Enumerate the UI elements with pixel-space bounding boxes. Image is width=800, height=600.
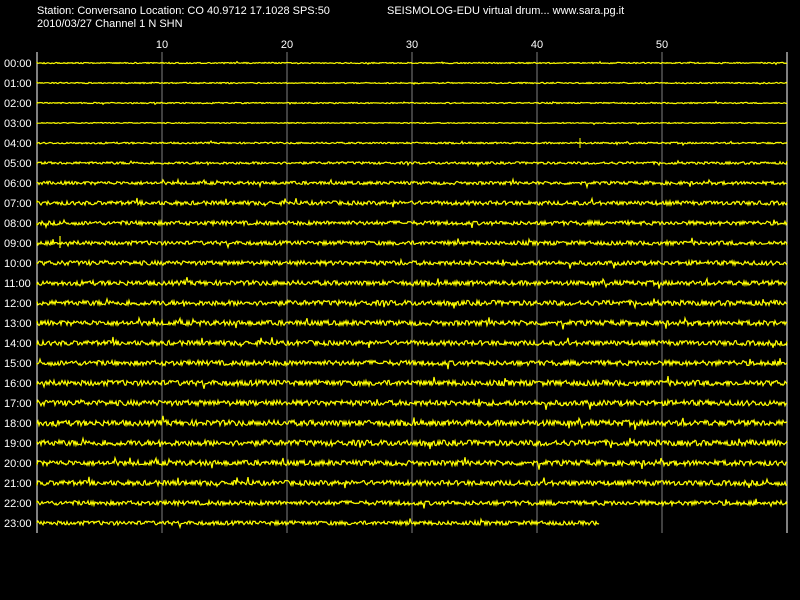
hour-label: 08:00 (4, 218, 32, 230)
hour-label: 13:00 (4, 318, 32, 330)
date-channel-text: 2010/03/27 Channel 1 N SHN (37, 18, 183, 30)
seismic-trace (36, 257, 788, 269)
seismic-trace (36, 81, 788, 86)
seismic-trace (36, 276, 788, 289)
x-tick-label: 30 (406, 39, 418, 51)
hour-label: 04:00 (4, 138, 32, 150)
seismic-trace (36, 159, 788, 168)
hour-label: 17:00 (4, 398, 32, 410)
seismic-trace (36, 60, 788, 66)
seismic-trace (36, 139, 788, 147)
hour-label: 11:00 (4, 278, 31, 290)
seismic-trace (36, 357, 788, 370)
x-tick-label: 20 (281, 39, 293, 51)
seismic-trace (36, 415, 788, 430)
hour-label: 15:00 (4, 358, 32, 370)
hour-label: 18:00 (4, 418, 32, 430)
hour-label: 14:00 (4, 338, 32, 350)
x-tick-label: 50 (656, 39, 668, 51)
hour-label: 12:00 (4, 298, 32, 310)
x-tick-label: 40 (531, 39, 543, 51)
hour-label: 20:00 (4, 458, 32, 470)
hour-label: 16:00 (4, 378, 32, 390)
hour-label: 06:00 (4, 178, 32, 190)
seismic-trace (36, 436, 788, 450)
hour-label: 01:00 (4, 78, 32, 90)
seismic-trace (36, 196, 788, 208)
seismic-trace (36, 476, 788, 489)
seismic-trace (36, 218, 788, 230)
seismic-trace (36, 121, 788, 126)
hour-label: 22:00 (4, 498, 32, 510)
hour-label: 07:00 (4, 198, 32, 210)
seismic-trace (36, 517, 600, 530)
x-tick-label: 10 (156, 39, 168, 51)
seismic-trace (36, 237, 788, 250)
seismic-trace (36, 376, 788, 389)
hour-label: 10:00 (4, 258, 32, 270)
seismic-trace (36, 455, 788, 470)
seismic-trace (36, 397, 788, 410)
seismic-trace (36, 336, 788, 349)
hour-label: 19:00 (4, 438, 32, 450)
hour-label: 03:00 (4, 118, 32, 130)
seismic-trace (36, 498, 788, 509)
hour-label: 21:00 (4, 478, 32, 490)
seismic-trace (36, 177, 788, 190)
hour-label: 02:00 (4, 98, 32, 110)
hour-label: 09:00 (4, 238, 32, 250)
hour-label: 23:00 (4, 518, 32, 530)
hour-label: 05:00 (4, 158, 32, 170)
station-info-text: Station: Conversano Location: CO 40.9712… (37, 5, 330, 17)
seismic-trace (36, 315, 788, 330)
hour-label: 00:00 (4, 58, 32, 70)
app-title-text: SEISMOLOG-EDU virtual drum... www.sara.p… (387, 5, 625, 17)
seismic-trace (36, 100, 788, 106)
seismic-trace (36, 296, 788, 310)
